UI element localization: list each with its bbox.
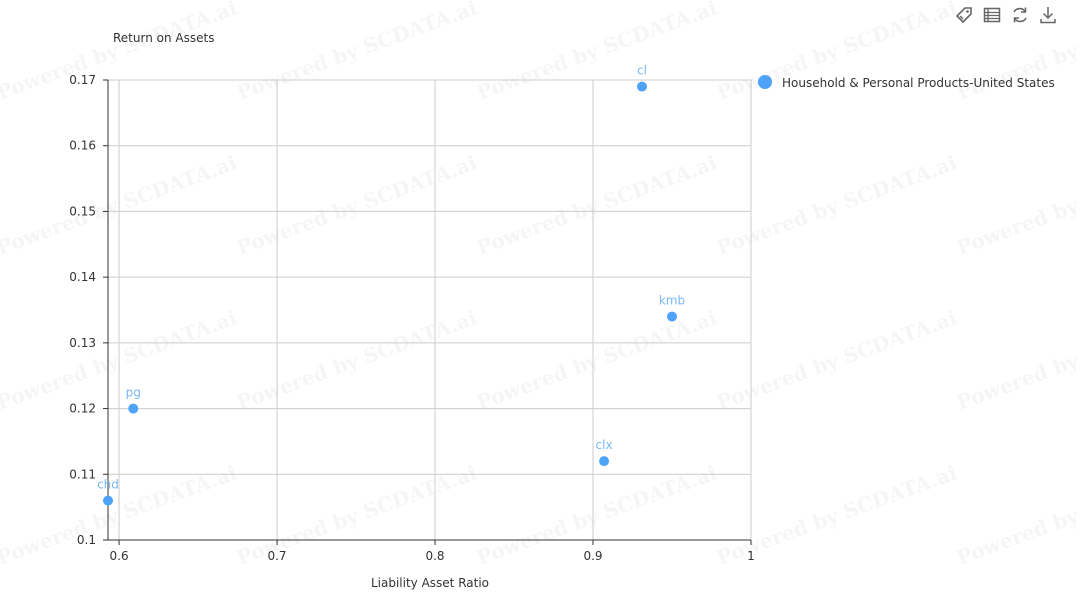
data-label: chd	[97, 478, 119, 492]
axes: 0.1 0.11 0.12 0.13 0.14 0.15 0.16 0.17 0.6 0.7 0.8…	[69, 73, 755, 563]
y-tick-label: 0.15	[69, 204, 96, 218]
y-tick-label: 0.12	[69, 402, 96, 416]
watermark-text: Powered by SCDATA.ai	[954, 305, 1080, 414]
y-tick-label: 0.11	[69, 467, 96, 481]
watermark-text: Powered by SCDATA.ai	[954, 150, 1080, 259]
x-tick-label: 0.6	[110, 549, 129, 563]
y-tick-label: 0.1	[77, 533, 96, 547]
y-axis-title: Return on Assets	[113, 31, 214, 45]
legend[interactable]: Household & Personal Products-United Sta…	[758, 75, 1055, 90]
data-label: kmb	[659, 294, 685, 308]
watermark-text: Powered by SCDATA.ai	[954, 460, 1080, 569]
watermark-text: Powered by SCDATA.ai	[234, 150, 481, 259]
x-axis-title: Liability Asset Ratio	[371, 576, 489, 590]
data-point-chd	[103, 495, 113, 506]
data-view-icon[interactable]	[982, 5, 1002, 25]
refresh-icon[interactable]	[1010, 5, 1030, 25]
chart-toolbar	[954, 5, 1058, 25]
tag-icon[interactable]	[954, 5, 974, 25]
legend-marker	[758, 75, 772, 89]
data-point-pg	[128, 403, 139, 414]
data-label: cl	[637, 64, 647, 78]
watermark-text: Powered by SCDATA.ai	[234, 305, 481, 414]
download-icon[interactable]	[1038, 5, 1058, 25]
legend-label: Household & Personal Products-United Sta…	[782, 76, 1055, 90]
data-point-cl	[636, 81, 647, 92]
watermark-text: Powered by SCDATA.ai	[474, 305, 721, 414]
x-tick-label: 0.9	[583, 549, 602, 563]
y-tick-label: 0.17	[69, 73, 96, 87]
watermark-text: Powered by SCDATA.ai	[234, 0, 481, 105]
data-label: clx	[596, 438, 613, 452]
watermark-text: Powered by SCDATA.ai	[474, 150, 721, 259]
watermark-text: Powered by SCDATA.ai	[474, 0, 721, 105]
watermark-text: Powered by SCDATA.ai	[0, 305, 240, 414]
y-tick-label: 0.13	[69, 336, 96, 350]
watermark-text: Powered by SCDATA.ai	[0, 0, 240, 105]
data-points: cl kmb pg clx chd	[97, 64, 685, 506]
data-label: pg	[126, 386, 141, 400]
x-tick-label: 0.8	[425, 549, 444, 563]
x-tick-label: 1	[747, 549, 755, 563]
y-tick-label: 0.14	[69, 270, 96, 284]
y-tick-label: 0.16	[69, 139, 96, 153]
data-point-kmb	[667, 311, 678, 322]
x-tick-label: 0.7	[267, 549, 286, 563]
watermark-text: Powered by SCDATA.ai	[0, 150, 240, 259]
data-point-clx	[599, 456, 610, 467]
